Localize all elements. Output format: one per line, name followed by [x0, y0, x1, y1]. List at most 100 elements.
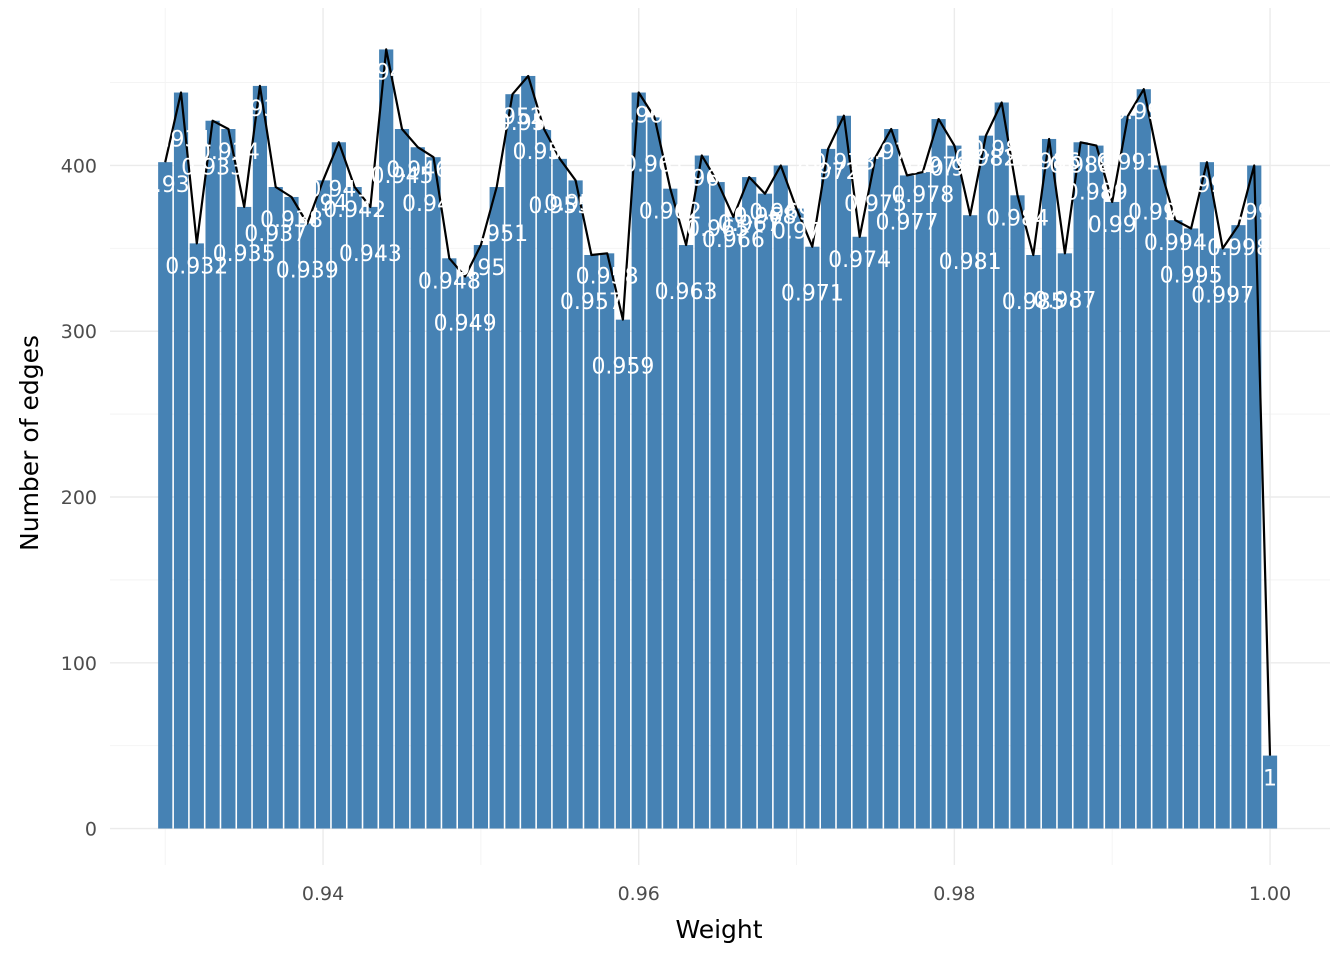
bar [252, 85, 268, 829]
bar [1152, 165, 1167, 829]
bar [410, 147, 425, 829]
x-tick-label: 0.98 [933, 883, 975, 905]
bar [205, 120, 220, 829]
bar [536, 129, 552, 829]
bar-label: 0.936 [228, 97, 291, 122]
bar-label: 0.952 [481, 105, 544, 130]
bar-label: 0.934 [197, 140, 260, 165]
bar [899, 175, 915, 829]
bar-label: 0.954 [513, 140, 576, 165]
bar-label: 0.997 [1191, 283, 1254, 308]
bar-label: 0.957 [560, 290, 623, 315]
bar [757, 193, 773, 829]
bar [994, 102, 1009, 829]
bar-label: 0.971 [781, 282, 844, 307]
bar-label: 0.94 [299, 191, 348, 216]
count-line [164, 48, 1272, 756]
bar-label: 0.93 [141, 173, 190, 198]
bar-label: 0.985 [1002, 290, 1065, 315]
bar-label: 0.937 [244, 222, 307, 247]
bar [1215, 248, 1230, 829]
bar [1041, 138, 1057, 829]
bar-label: 0.995 [1160, 263, 1223, 288]
bar-label: 0.966 [702, 228, 765, 253]
bar [868, 157, 883, 829]
bar [647, 117, 662, 829]
bar [1010, 195, 1025, 829]
bar-label: 0.958 [576, 264, 639, 289]
bar [615, 319, 631, 829]
bar-label: 0.984 [986, 206, 1049, 231]
bar [678, 245, 694, 829]
bar [315, 180, 331, 829]
bar [458, 276, 473, 829]
bar [1120, 115, 1136, 829]
bar-label: 0.947 [402, 192, 465, 217]
bar [710, 182, 725, 829]
bar-label: 0.986 [1018, 150, 1081, 175]
x-axis-title: Weight [675, 915, 762, 944]
bar-label: 0.972 [797, 160, 860, 185]
bar-label: 0.981 [939, 250, 1002, 275]
bar [394, 129, 410, 829]
bar-label: 0.931 [150, 128, 213, 153]
bar [268, 187, 283, 829]
bar [631, 92, 646, 829]
bar-label: 0.942 [323, 198, 386, 223]
bar-label: 0.965 [686, 217, 749, 242]
bar [600, 253, 615, 829]
bar [963, 215, 978, 829]
bar [521, 75, 536, 829]
bar [742, 177, 757, 829]
y-tick-label: 200 [61, 487, 97, 509]
y-axis-title: Number of edges [15, 335, 44, 551]
bar [947, 145, 962, 829]
bar [221, 129, 236, 829]
bar [915, 172, 930, 829]
x-tick-label: 0.94 [302, 883, 344, 905]
bar [347, 187, 362, 829]
bar-label: 0.983 [970, 137, 1033, 162]
bar [1168, 220, 1183, 829]
bar-label: 0.963 [655, 280, 718, 305]
bar-label: 1 [1263, 767, 1277, 792]
bar [1026, 254, 1041, 829]
bar-label: 0.946 [386, 158, 449, 183]
bar [1089, 145, 1104, 829]
bar-label: 0.941 [307, 177, 370, 202]
bar [331, 142, 346, 829]
bar-label: 0.999 [1223, 200, 1286, 225]
bar-label: 0.943 [339, 242, 402, 267]
bar-label: 0.969 [749, 200, 812, 225]
bar-label: 0.932 [165, 254, 228, 279]
bar-label: 0.961 [623, 152, 686, 177]
bar [884, 129, 899, 829]
bar-label: 0.991 [1096, 151, 1159, 176]
line-layer [164, 48, 1272, 756]
bar [789, 208, 804, 829]
bar-label: 0.97 [772, 220, 821, 245]
bar-label: 0.938 [260, 208, 323, 233]
bar-label: 0.982 [954, 147, 1017, 172]
y-tick-label: 400 [61, 155, 97, 177]
bar [726, 216, 741, 829]
bar-labels-layer: 0.930.9310.9320.9330.9340.9350.9360.9370… [141, 60, 1286, 791]
bar [694, 155, 709, 829]
bar-label: 0.968 [733, 205, 796, 230]
bar [473, 245, 488, 829]
bar [663, 188, 678, 829]
bar [1199, 162, 1214, 829]
bar [978, 135, 994, 829]
bar [189, 243, 204, 829]
bar [442, 258, 457, 829]
y-tick-label: 300 [61, 321, 97, 343]
bar [1073, 142, 1088, 829]
x-tick-label: 0.96 [618, 883, 660, 905]
bar [379, 49, 394, 829]
bar-label: 0.99 [1088, 213, 1137, 238]
bar-label: 0.978 [891, 183, 954, 208]
bar-label: 0.944 [355, 60, 418, 85]
bars-layer [158, 49, 1278, 829]
